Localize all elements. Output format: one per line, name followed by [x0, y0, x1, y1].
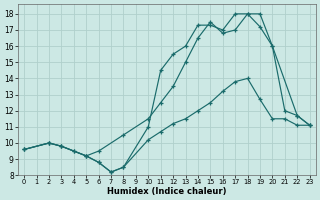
X-axis label: Humidex (Indice chaleur): Humidex (Indice chaleur)	[107, 187, 227, 196]
